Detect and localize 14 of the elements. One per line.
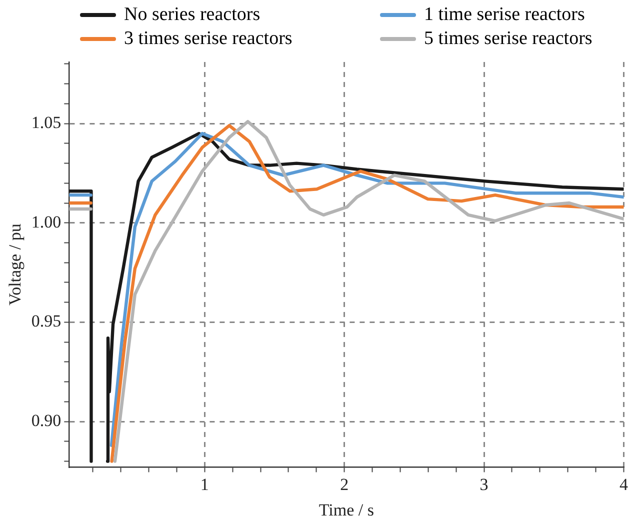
y-axis-title: Voltage / pu [6,223,25,306]
y-tick-label: 1.00 [31,212,62,232]
x-tick-label: 4 [620,474,628,494]
x-tick-label: 3 [480,474,488,494]
x-tick-label: 2 [340,474,349,494]
x-tick-label: 1 [200,474,209,494]
y-tick-label: 0.90 [31,410,62,430]
legend-label: 5 times serise reactors [424,28,592,50]
legend-label: 1 time serise reactors [424,4,585,26]
legend-label: No series reactors [124,4,260,26]
y-tick-label: 1.05 [31,113,62,132]
y-tick-label: 0.95 [31,312,62,331]
x-axis-title: Time / s [318,500,374,520]
legend-label: 3 times serise reactors [124,28,292,50]
